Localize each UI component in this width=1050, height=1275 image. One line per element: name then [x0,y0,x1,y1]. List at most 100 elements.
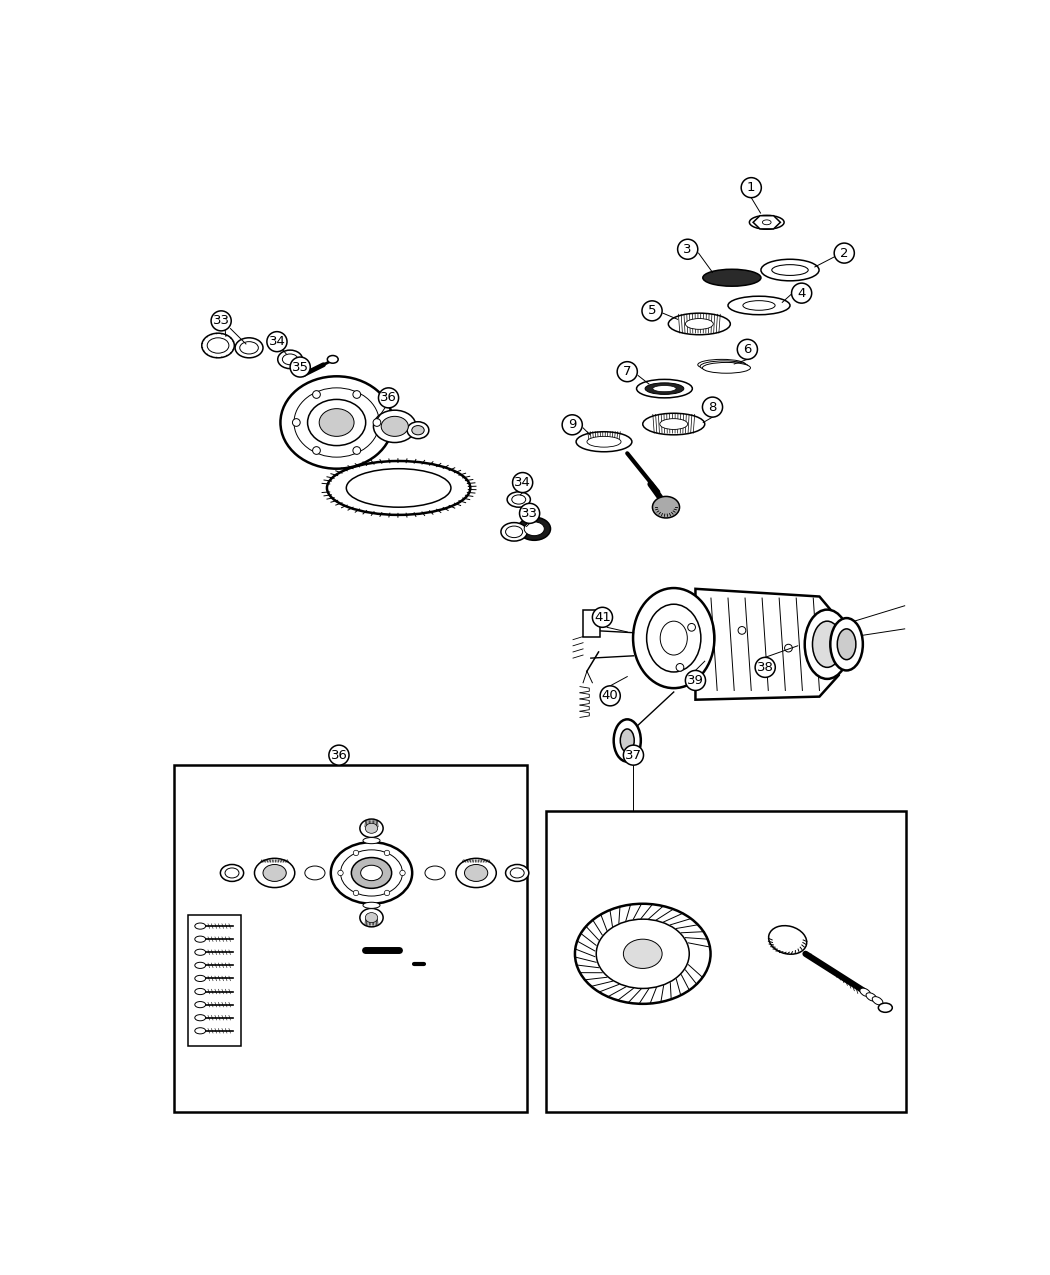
Circle shape [512,473,532,492]
Ellipse shape [202,333,234,358]
Ellipse shape [195,949,206,955]
Circle shape [313,446,320,454]
Ellipse shape [702,362,751,374]
Ellipse shape [686,319,713,329]
Ellipse shape [195,936,206,942]
Circle shape [378,388,399,408]
Ellipse shape [195,963,206,969]
Text: 40: 40 [602,690,618,703]
Ellipse shape [195,923,206,929]
Circle shape [384,890,390,895]
Ellipse shape [235,338,262,358]
Ellipse shape [220,864,244,881]
Ellipse shape [195,1002,206,1007]
Ellipse shape [425,866,445,880]
Ellipse shape [464,864,488,881]
Ellipse shape [294,388,379,458]
Text: 41: 41 [594,611,611,623]
Text: 33: 33 [521,507,538,520]
Ellipse shape [761,259,819,280]
Circle shape [313,390,320,398]
Ellipse shape [195,1028,206,1034]
Ellipse shape [507,492,530,507]
Ellipse shape [652,496,679,518]
Circle shape [755,658,775,677]
Ellipse shape [327,462,470,515]
Ellipse shape [762,219,771,224]
Ellipse shape [524,521,544,536]
Ellipse shape [506,527,523,538]
Circle shape [702,397,722,417]
Ellipse shape [624,940,663,969]
Ellipse shape [633,588,714,688]
Ellipse shape [239,342,258,354]
Bar [174,765,526,1112]
Ellipse shape [860,988,870,997]
Text: 34: 34 [514,476,531,490]
Ellipse shape [511,495,526,504]
Circle shape [400,871,405,876]
Ellipse shape [381,417,408,436]
Text: 33: 33 [213,315,230,328]
Ellipse shape [195,1015,206,1021]
Text: 39: 39 [687,674,704,687]
Ellipse shape [518,518,550,541]
Ellipse shape [743,301,775,310]
Ellipse shape [195,975,206,982]
Circle shape [338,871,343,876]
Ellipse shape [506,864,529,881]
Ellipse shape [352,858,392,889]
Ellipse shape [831,618,863,671]
Circle shape [642,301,663,321]
Bar [188,915,240,1047]
Text: 36: 36 [380,391,397,404]
Circle shape [290,357,311,377]
Ellipse shape [363,903,380,908]
Ellipse shape [698,360,745,370]
Circle shape [353,446,360,454]
Circle shape [686,671,706,691]
Polygon shape [695,589,839,700]
Ellipse shape [456,858,497,887]
Ellipse shape [837,629,856,659]
Ellipse shape [769,926,806,954]
Ellipse shape [772,265,808,275]
Ellipse shape [374,411,416,442]
Circle shape [688,623,695,631]
Ellipse shape [653,385,676,391]
Ellipse shape [282,354,298,365]
Ellipse shape [510,868,524,878]
Ellipse shape [346,469,450,507]
Ellipse shape [308,399,365,445]
Circle shape [520,504,540,523]
Polygon shape [753,215,780,230]
Ellipse shape [596,919,689,988]
Ellipse shape [587,436,621,448]
Ellipse shape [669,314,731,335]
Bar [546,811,906,1112]
Ellipse shape [501,523,527,541]
Ellipse shape [621,729,634,752]
Circle shape [617,362,637,381]
Ellipse shape [319,409,354,436]
Ellipse shape [328,356,338,363]
Circle shape [373,418,381,426]
Circle shape [741,177,761,198]
Circle shape [329,745,349,765]
Ellipse shape [365,824,378,834]
Circle shape [738,626,746,634]
Ellipse shape [700,361,749,372]
Text: 5: 5 [648,305,656,317]
Ellipse shape [360,866,382,881]
Ellipse shape [613,719,640,761]
Ellipse shape [207,338,229,353]
Ellipse shape [365,913,378,923]
Ellipse shape [254,858,295,887]
Text: 1: 1 [747,181,756,194]
Text: 36: 36 [331,748,348,761]
Text: 6: 6 [743,343,752,356]
Ellipse shape [360,908,383,927]
Text: 3: 3 [684,242,692,256]
Ellipse shape [879,1003,892,1012]
Circle shape [592,607,612,627]
